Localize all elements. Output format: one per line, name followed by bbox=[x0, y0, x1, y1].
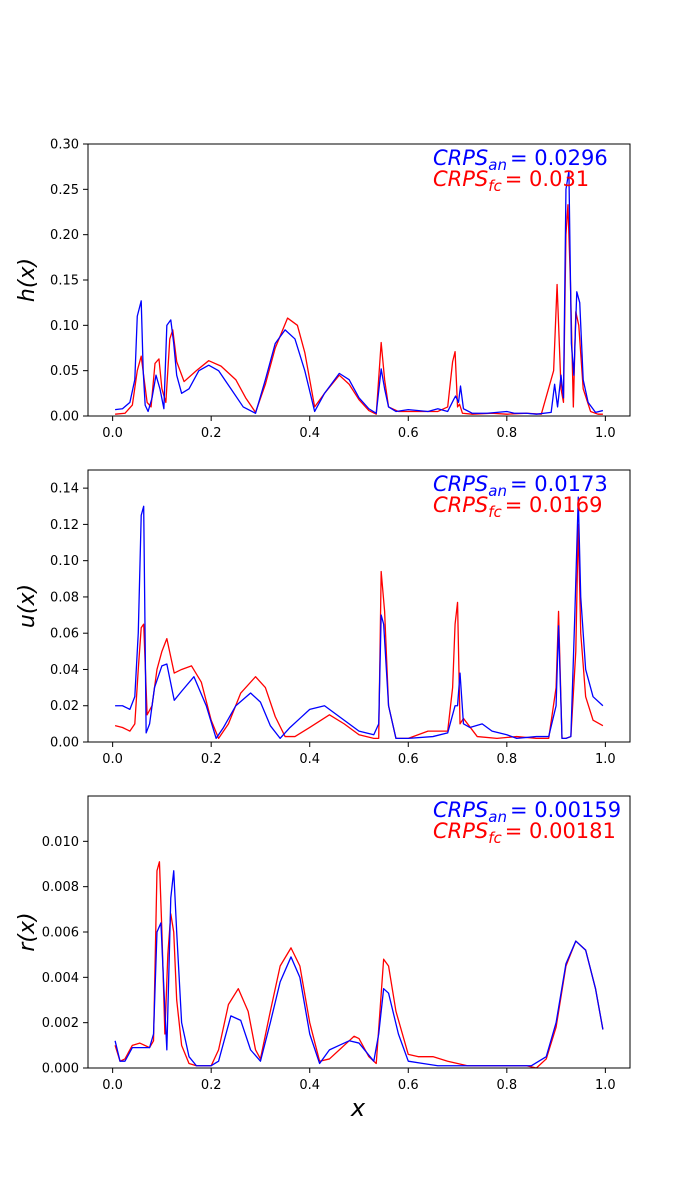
y-tick-label: 0.006 bbox=[42, 926, 79, 941]
crps-an-annotation: CRPSan = 0.00159 bbox=[433, 798, 621, 826]
y-tick-label: 0.20 bbox=[50, 228, 79, 243]
x-tick-label: 0.2 bbox=[201, 752, 222, 767]
x-tick-label: 0.4 bbox=[299, 1078, 320, 1093]
x-tick-label: 0.2 bbox=[201, 426, 222, 441]
crps-fc-annotation: CRPSfc = 0.0169 bbox=[433, 493, 603, 521]
crps-symbol: CRPS bbox=[433, 493, 488, 517]
panels: 0.0 0.2 0.4 0.6 0.8 1.0 0.00 0.05 0.10 0.15 0.20 0.… bbox=[15, 138, 631, 1093]
y-axis-label: r(x) bbox=[15, 912, 40, 951]
axes-frame bbox=[87, 795, 631, 1069]
y-tick-label: 0.06 bbox=[50, 627, 79, 642]
y-tick-label: 0.00 bbox=[50, 410, 79, 425]
crps-subscript: an bbox=[488, 808, 507, 826]
crps-symbol: CRPS bbox=[433, 472, 488, 496]
x-axis-label: x bbox=[350, 1094, 366, 1122]
crps-symbol: CRPS bbox=[433, 146, 488, 170]
y-tick-label: 0.08 bbox=[50, 590, 79, 605]
series-line-an bbox=[115, 170, 604, 415]
y-tick-label: 0.10 bbox=[50, 319, 79, 334]
crps-value: = 0.00181 bbox=[505, 819, 616, 843]
series-line-an bbox=[114, 870, 604, 1067]
y-tick-label: 0.04 bbox=[50, 663, 79, 678]
x-tick-label: 0.8 bbox=[496, 1078, 517, 1093]
y-tick-label: 0.10 bbox=[50, 554, 79, 569]
y-tick-label: 0.12 bbox=[50, 518, 79, 533]
x-tick-label: 0.0 bbox=[102, 426, 123, 441]
x-tick-label: 1.0 bbox=[595, 752, 616, 767]
crps-value: = 0.00159 bbox=[510, 798, 621, 822]
y-tick-label: 0.30 bbox=[50, 138, 79, 153]
x-tick-label: 0.6 bbox=[398, 426, 419, 441]
panel-1: 0.0 0.2 0.4 0.6 0.8 1.0 0.00 0.05 0.10 0.15 0.20 0.… bbox=[15, 138, 631, 441]
axes-frame bbox=[87, 469, 631, 743]
y-tick-label: 0.25 bbox=[50, 183, 79, 198]
y-tick-label: 0.000 bbox=[42, 1062, 79, 1077]
x-tick-label: 0.8 bbox=[496, 426, 517, 441]
crps-subscript: an bbox=[488, 156, 507, 174]
crps-value: = 0.031 bbox=[505, 167, 589, 191]
crps-symbol: CRPS bbox=[433, 819, 488, 843]
x-tick-label: 1.0 bbox=[595, 1078, 616, 1093]
crps-value: = 0.0169 bbox=[505, 493, 603, 517]
crps-symbol: CRPS bbox=[433, 798, 488, 822]
y-tick-label: 0.02 bbox=[50, 699, 79, 714]
crps-value: = 0.0173 bbox=[510, 472, 608, 496]
crps-symbol: CRPS bbox=[433, 167, 488, 191]
x-tick-label: 0.2 bbox=[201, 1078, 222, 1093]
crps-subscript: fc bbox=[488, 503, 502, 521]
x-tick-label: 0.6 bbox=[398, 752, 419, 767]
x-tick-label: 0.8 bbox=[496, 752, 517, 767]
y-axis-label: h(x) bbox=[15, 258, 40, 302]
y-tick-label: 0.008 bbox=[42, 880, 79, 895]
x-tick-label: 0.0 bbox=[102, 1078, 123, 1093]
panel-3: 0.0 0.2 0.4 0.6 0.8 1.0 0.000 0.002 0.004 0.006 0.… bbox=[15, 795, 631, 1093]
crps-subscript: an bbox=[488, 482, 507, 500]
series-line-an bbox=[115, 496, 604, 740]
x-tick-label: 0.4 bbox=[299, 426, 320, 441]
crps-fc-annotation: CRPSfc = 0.031 bbox=[433, 167, 589, 195]
x-tick-label: 1.0 bbox=[595, 426, 616, 441]
crps-value: = 0.0296 bbox=[510, 146, 608, 170]
y-tick-label: 0.00 bbox=[50, 736, 79, 751]
x-tick-label: 0.0 bbox=[102, 752, 123, 767]
crps-an-annotation: CRPSan = 0.0173 bbox=[433, 472, 608, 500]
y-axis-label: u(x) bbox=[15, 584, 40, 628]
y-tick-label: 0.14 bbox=[50, 482, 79, 497]
y-tick-label: 0.010 bbox=[42, 835, 79, 850]
x-tick-label: 0.6 bbox=[398, 1078, 419, 1093]
y-tick-label: 0.05 bbox=[50, 364, 79, 379]
crps-subscript: fc bbox=[488, 829, 502, 847]
axes-frame bbox=[87, 143, 631, 417]
x-tick-label: 0.4 bbox=[299, 752, 320, 767]
y-tick-label: 0.15 bbox=[50, 274, 79, 289]
crps-subscript: fc bbox=[488, 177, 502, 195]
y-tick-label: 0.004 bbox=[42, 971, 79, 986]
y-tick-label: 0.002 bbox=[42, 1016, 79, 1031]
crps-fc-annotation: CRPSfc = 0.00181 bbox=[433, 819, 616, 847]
crps-an-annotation: CRPSan = 0.0296 bbox=[433, 146, 608, 174]
panel-2: 0.0 0.2 0.4 0.6 0.8 1.0 0.00 0.02 0.04 0.06 0.08 0.… bbox=[15, 469, 631, 767]
